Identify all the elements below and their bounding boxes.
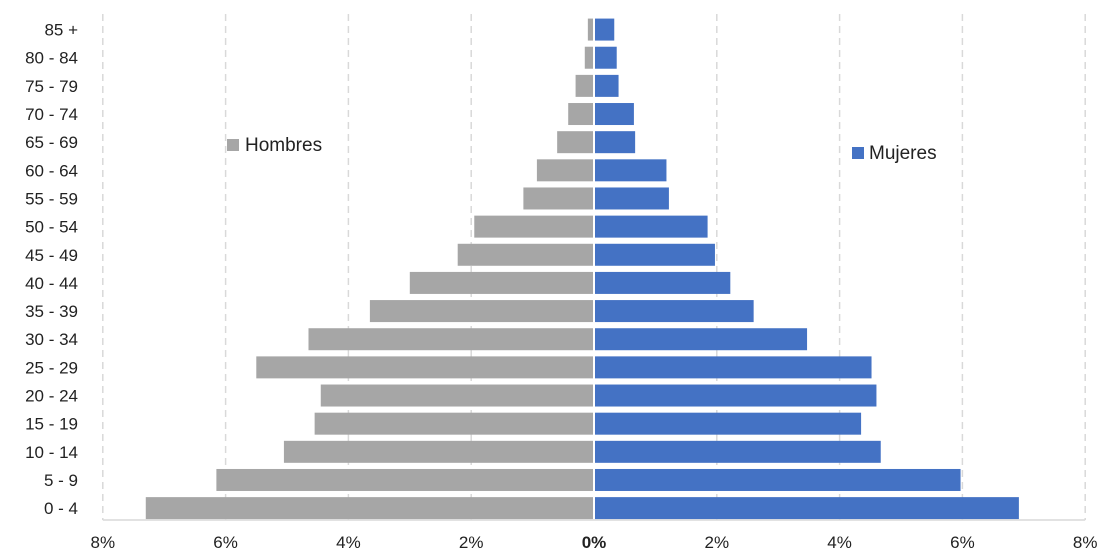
- bar-hombres-55-59: [523, 187, 594, 210]
- bar-mujeres-25-29: [594, 356, 872, 379]
- bar-mujeres-65-69: [594, 131, 636, 154]
- bar-hombres-10-14: [283, 440, 594, 463]
- bar-mujeres-0-4: [594, 497, 1019, 520]
- x-tick-label: 2%: [459, 533, 484, 551]
- bar-mujeres-20-24: [594, 384, 877, 407]
- bar-mujeres-50-54: [594, 215, 708, 238]
- bar-mujeres-60-64: [594, 159, 667, 182]
- bar-hombres-80-84: [584, 46, 594, 69]
- bar-mujeres-5-9: [594, 468, 961, 491]
- bar-mujeres-15-19: [594, 412, 862, 435]
- bar-mujeres-75-79: [594, 74, 619, 97]
- bar-mujeres-70-74: [594, 103, 634, 126]
- bar-hombres-30-34: [308, 328, 594, 351]
- legend-mujeres-label: Mujeres: [869, 143, 937, 164]
- bar-mujeres-45-49: [594, 243, 715, 266]
- y-tick-label: 0 - 4: [44, 499, 78, 518]
- bar-hombres-5-9: [216, 468, 594, 491]
- bar-mujeres-85-+: [594, 18, 615, 41]
- bar-hombres-25-29: [256, 356, 594, 379]
- legend-hombres-label: Hombres: [245, 135, 322, 156]
- bar-hombres-60-64: [536, 159, 594, 182]
- y-tick-label: 5 - 9: [44, 471, 78, 490]
- y-tick-label: 65 - 69: [25, 133, 78, 152]
- bar-hombres-65-69: [557, 131, 594, 154]
- y-tick-label: 80 - 84: [25, 49, 78, 68]
- bar-hombres-0-4: [145, 497, 594, 520]
- bar-hombres-75-79: [575, 74, 594, 97]
- x-tick-label: 6%: [950, 533, 975, 551]
- legend-mujeres-swatch: [852, 147, 864, 159]
- y-tick-label: 60 - 64: [25, 161, 78, 180]
- x-tick-label: 8%: [1073, 533, 1098, 551]
- y-tick-label: 30 - 34: [25, 330, 78, 349]
- y-tick-label: 40 - 44: [25, 274, 78, 293]
- bar-hombres-15-19: [314, 412, 594, 435]
- bar-mujeres-10-14: [594, 440, 881, 463]
- x-tick-label: 2%: [705, 533, 730, 551]
- y-tick-label: 35 - 39: [25, 302, 78, 321]
- x-tick-label: 6%: [213, 533, 238, 551]
- bar-hombres-85-+: [587, 18, 594, 41]
- bar-mujeres-30-34: [594, 328, 808, 351]
- y-tick-label: 20 - 24: [25, 387, 78, 406]
- y-tick-label: 75 - 79: [25, 77, 78, 96]
- bar-hombres-70-74: [568, 103, 594, 126]
- x-tick-label: 4%: [827, 533, 852, 551]
- bar-hombres-35-39: [369, 300, 594, 323]
- x-tick-label: 4%: [336, 533, 361, 551]
- bar-hombres-50-54: [474, 215, 594, 238]
- bar-mujeres-35-39: [594, 300, 754, 323]
- bar-mujeres-80-84: [594, 46, 617, 69]
- y-tick-label: 50 - 54: [25, 218, 78, 237]
- y-tick-label: 10 - 14: [25, 443, 78, 462]
- x-tick-label: 8%: [91, 533, 116, 551]
- legend-hombres-swatch: [227, 139, 239, 151]
- bar-hombres-45-49: [457, 243, 594, 266]
- bar-hombres-40-44: [409, 271, 594, 294]
- bar-mujeres-40-44: [594, 271, 731, 294]
- bar-hombres-20-24: [320, 384, 594, 407]
- y-tick-label: 25 - 29: [25, 358, 78, 377]
- y-tick-label: 70 - 74: [25, 105, 78, 124]
- y-tick-label: 85 +: [44, 21, 78, 40]
- x-tick-label: 0%: [582, 533, 607, 551]
- y-tick-label: 15 - 19: [25, 415, 78, 434]
- y-tick-label: 55 - 59: [25, 189, 78, 208]
- y-tick-label: 45 - 49: [25, 246, 78, 265]
- bar-mujeres-55-59: [594, 187, 669, 210]
